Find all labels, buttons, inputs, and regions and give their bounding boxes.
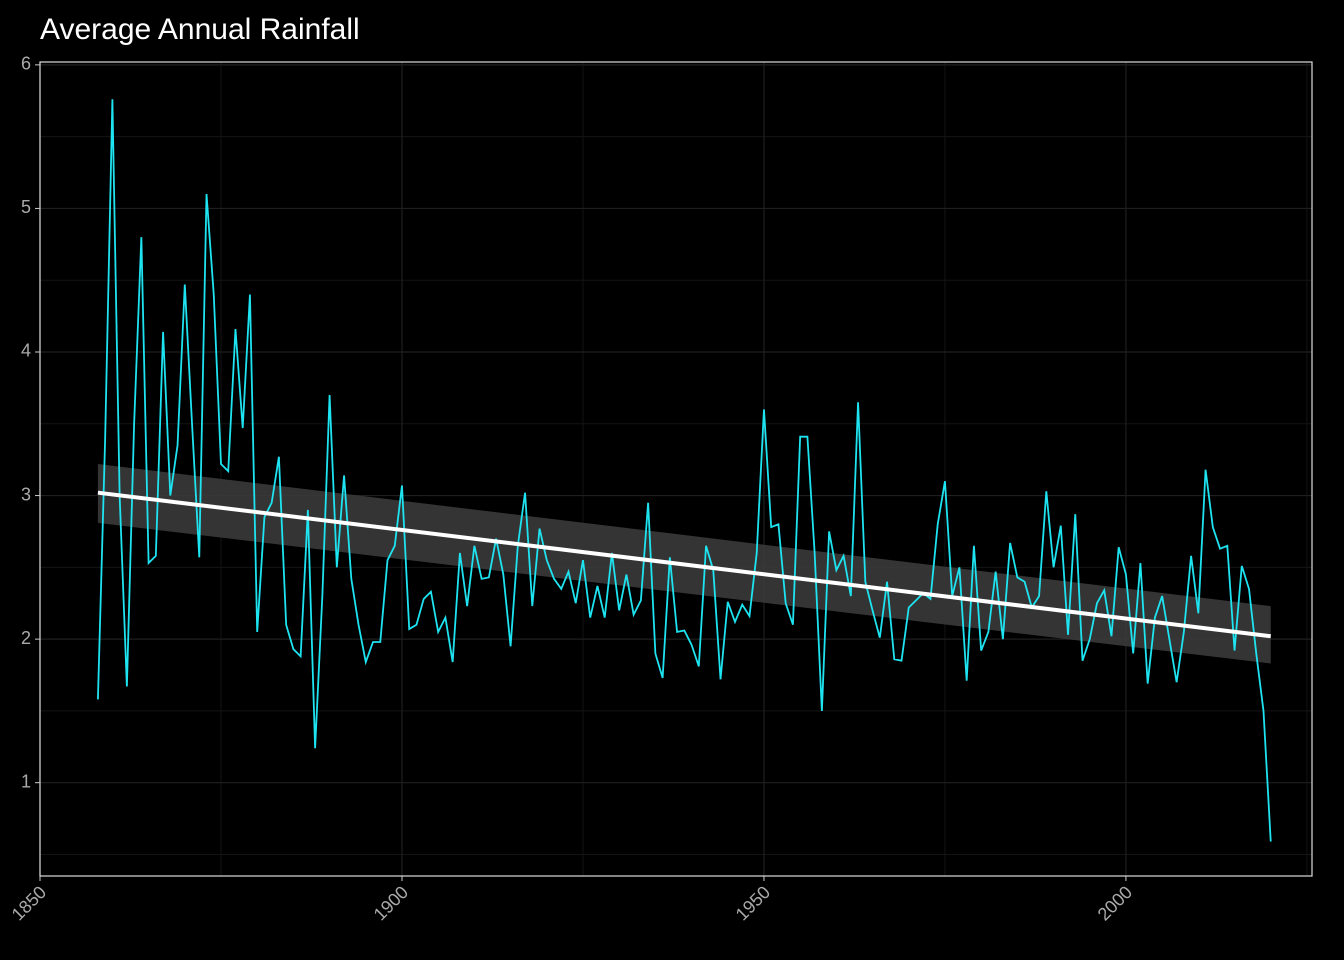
y-tick-label: 1	[21, 771, 31, 791]
panel-border	[39, 61, 1313, 877]
y-tick-label: 6	[21, 54, 31, 74]
y-tick-label: 2	[21, 628, 31, 648]
y-tick-label: 4	[21, 341, 31, 361]
chart-title: Average Annual Rainfall	[40, 13, 360, 46]
trend-line	[97, 490, 1271, 639]
rainfall-line	[97, 99, 1272, 842]
y-tick-label: 5	[21, 197, 31, 217]
y-tick-label: 3	[21, 484, 31, 504]
